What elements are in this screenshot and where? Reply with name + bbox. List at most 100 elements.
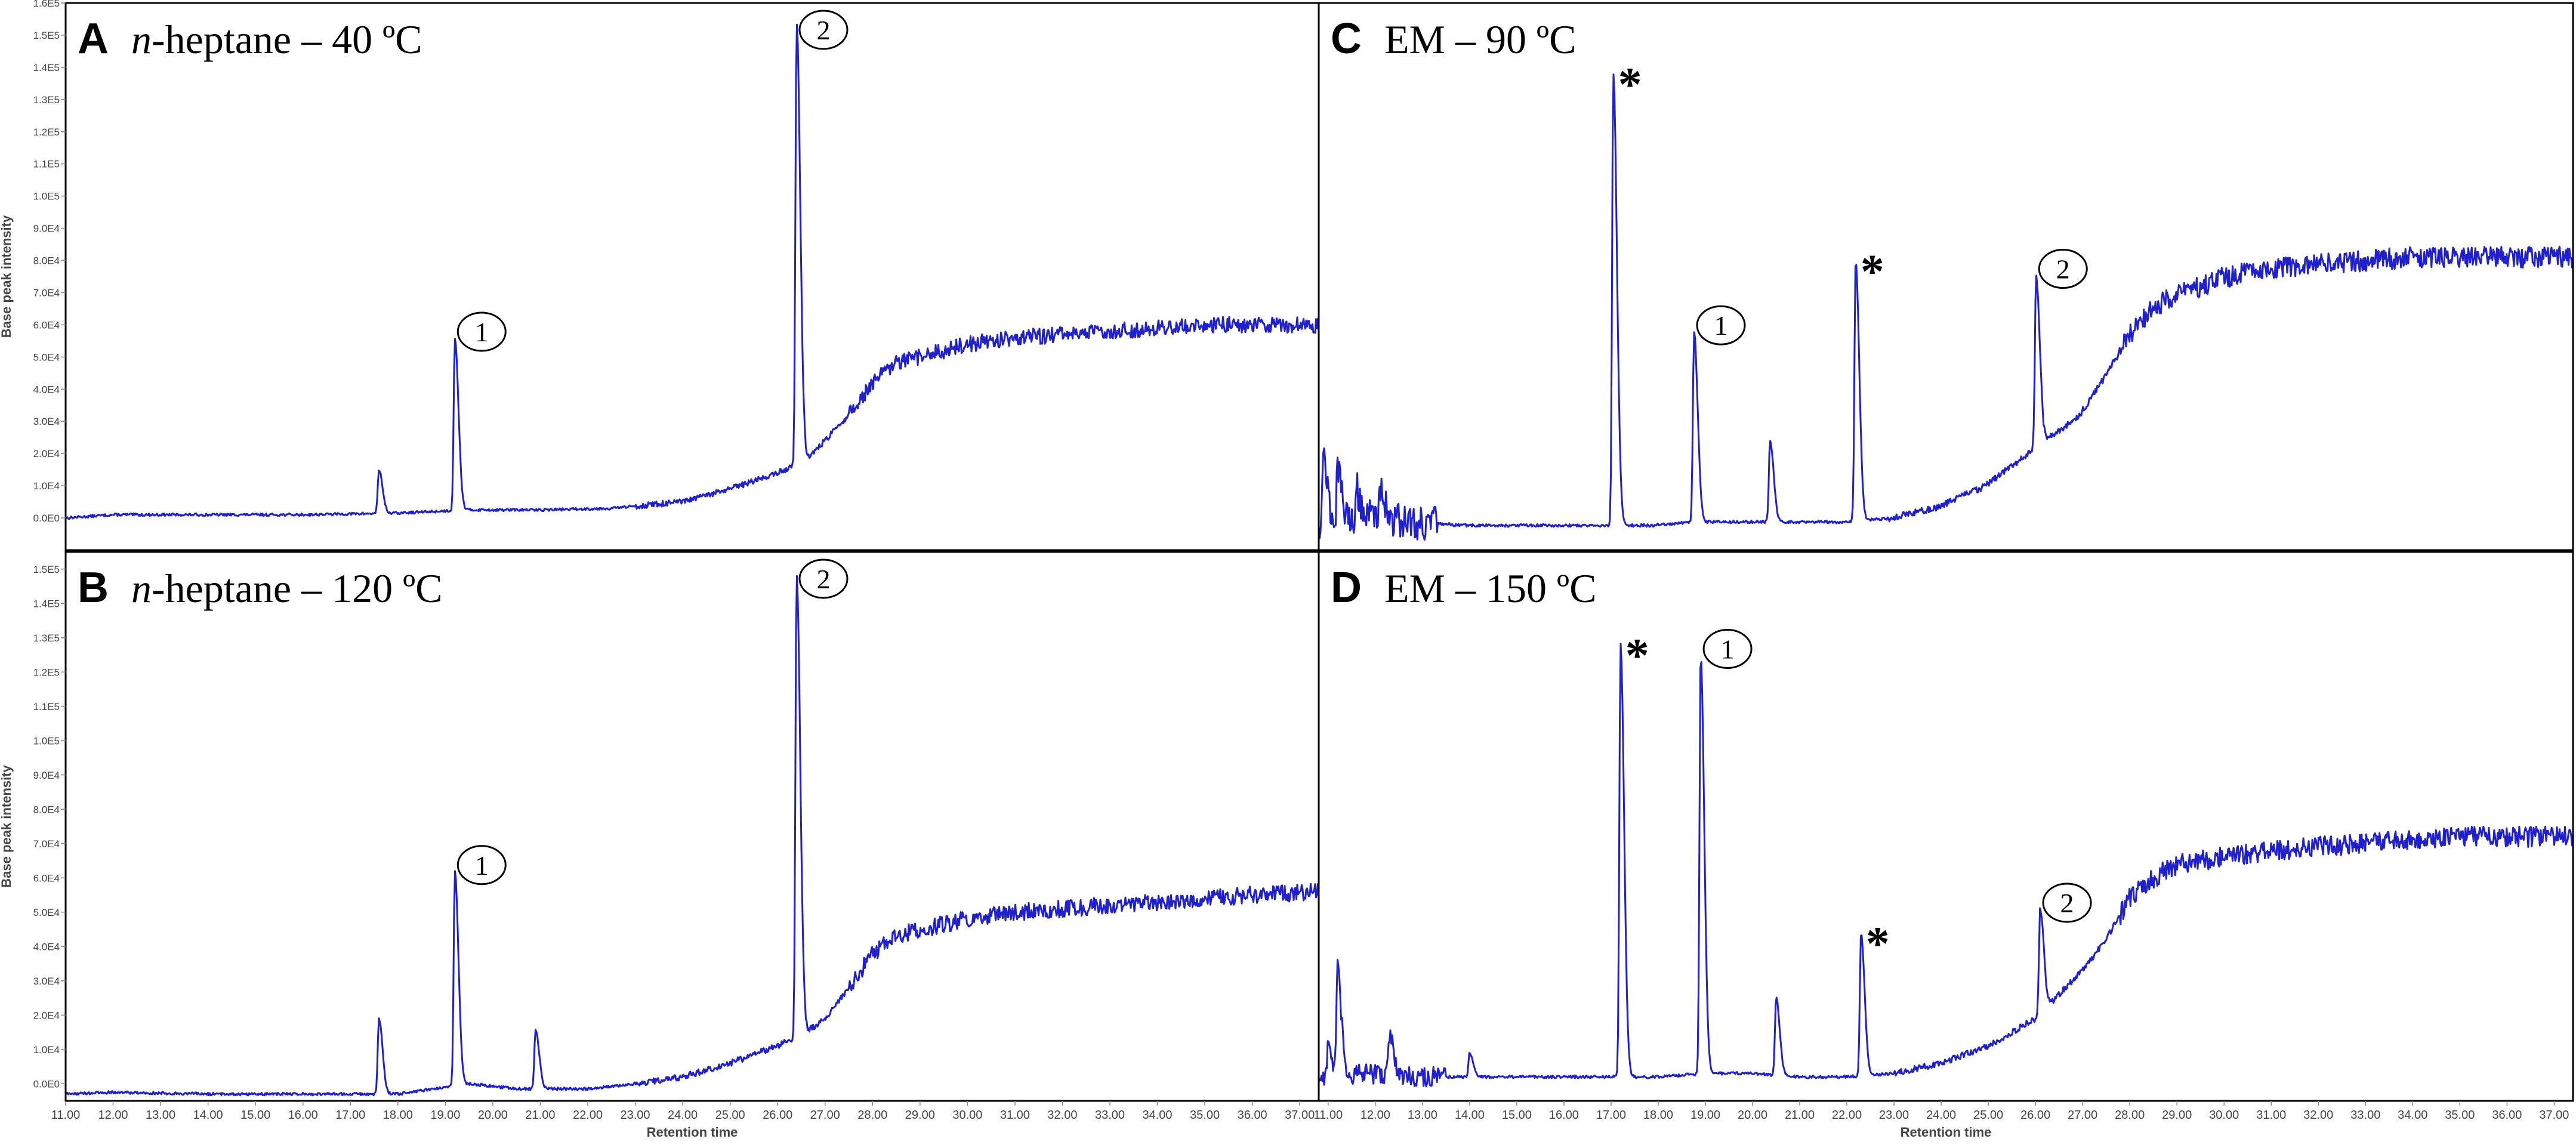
panel-frame <box>1318 551 2574 1102</box>
panel-a: 0.0E0 1.0E4 2.0E4 3.0E4 4.0E4 5.0E4 6.0E4 7.0E4… <box>0 0 1320 551</box>
peak-label-2: 2 <box>2056 254 2070 285</box>
x-tick-label: 37.00 <box>2539 1109 2569 1122</box>
x-tick-label: 33.00 <box>1095 1109 1125 1122</box>
x-tick-label: 26.00 <box>2020 1109 2050 1122</box>
y-tick-label: 9.0E4 <box>33 223 60 234</box>
x-tick-label: 35.00 <box>2445 1109 2475 1122</box>
x-tick-label: 12.00 <box>1361 1109 1390 1122</box>
peak-marker-2 <box>2038 249 2088 289</box>
y-tick-label: 1.0E5 <box>33 191 60 202</box>
y-tick-label: 0.0E0 <box>33 1078 60 1090</box>
y-tick-label: 1.0E4 <box>33 1044 60 1056</box>
x-tick-label: 23.00 <box>1879 1109 1909 1122</box>
x-tick-label: 16.00 <box>288 1109 318 1122</box>
y-tick-label: 1.5E5 <box>33 564 60 575</box>
peak-label-1: 1 <box>1721 634 1735 665</box>
panel-frame <box>1318 2 2574 551</box>
panel-title: n-heptane – 40 ºC <box>131 17 422 62</box>
y-tick-label: 4.0E4 <box>33 941 60 952</box>
x-tick-label: 12.00 <box>98 1109 128 1122</box>
peak-marker-2 <box>798 10 849 50</box>
asterisk-marker: * <box>1618 58 1642 111</box>
y-tick-label: 6.0E4 <box>33 319 60 331</box>
peak-marker-1 <box>456 845 507 885</box>
x-tick-label: 27.00 <box>2068 1109 2097 1122</box>
y-tick-label: 3.0E4 <box>33 976 60 987</box>
x-axis-title: Retention time <box>647 1125 738 1140</box>
y-tick-label: 1.4E5 <box>33 62 60 73</box>
peak-marker-2 <box>798 558 849 599</box>
x-tick-label: 34.00 <box>2398 1109 2427 1122</box>
y-tick-label: 2.0E4 <box>33 448 60 459</box>
y-tick-label: 1.0E5 <box>33 735 60 746</box>
asterisk-marker: * <box>1625 629 1649 682</box>
x-tick-label: 32.00 <box>1047 1109 1077 1122</box>
y-tick-label: 1.6E5 <box>33 0 60 9</box>
x-tick-label: 30.00 <box>952 1109 982 1122</box>
x-tick-label: 19.00 <box>1690 1109 1720 1122</box>
peak-label-1: 1 <box>475 850 489 881</box>
x-tick-label: 17.00 <box>1596 1109 1626 1122</box>
asterisk-marker: * <box>1866 918 1890 970</box>
x-tick-label: 11.00 <box>1314 1109 1343 1122</box>
y-tick-label: 8.0E4 <box>33 804 60 815</box>
x-tick-label: 29.00 <box>905 1109 935 1122</box>
panel-title: EM – 90 ºC <box>1384 17 1576 62</box>
x-tick-label: 16.00 <box>1549 1109 1579 1122</box>
trace-line <box>1319 643 2573 1088</box>
y-tick-label: 1.1E5 <box>33 159 60 170</box>
x-tick-label: 18.00 <box>1643 1109 1673 1122</box>
panel-letter: D <box>1331 564 1362 612</box>
x-tick-label: 36.00 <box>2492 1109 2522 1122</box>
panel-title: EM – 150 ºC <box>1384 566 1596 611</box>
panel-frame <box>64 551 1320 1102</box>
panel-letter: A <box>78 15 109 63</box>
trace-line <box>66 23 1319 520</box>
panel-title: n-heptane – 120 ºC <box>131 566 443 611</box>
peak-label-1: 1 <box>1714 310 1728 341</box>
x-tick-label: 31.00 <box>1000 1109 1030 1122</box>
y-tick-label: 1.3E5 <box>33 94 60 106</box>
x-tick-label: 11.00 <box>51 1109 81 1122</box>
x-tick-label: 26.00 <box>763 1109 792 1122</box>
x-tick-label: 32.00 <box>2303 1109 2333 1122</box>
x-tick-label: 18.00 <box>383 1109 413 1122</box>
x-tick-label: 30.00 <box>2209 1109 2239 1122</box>
x-tick-label: 21.00 <box>525 1109 555 1122</box>
x-tick-label: 35.00 <box>1190 1109 1220 1122</box>
y-tick-label: 9.0E4 <box>33 770 60 781</box>
x-tick-label: 33.00 <box>2350 1109 2380 1122</box>
y-tick-label: 7.0E4 <box>33 287 60 298</box>
x-tick-label: 28.00 <box>2115 1109 2145 1122</box>
y-tick-label: 8.0E4 <box>33 255 60 267</box>
peak-marker-1 <box>1702 629 1753 669</box>
panel-b: 0.0E0 1.0E4 2.0E4 3.0E4 4.0E4 5.0E4 6.0E4 7.0E4… <box>0 551 1320 1140</box>
y-tick-label: 1.5E5 <box>33 30 60 41</box>
x-tick-label: 20.00 <box>1738 1109 1767 1122</box>
y-tick-label: 6.0E4 <box>33 872 60 884</box>
x-tick-label: 14.00 <box>193 1109 223 1122</box>
x-tick-label: 25.00 <box>1973 1109 2003 1122</box>
panel-letter: B <box>78 564 109 612</box>
x-tick-label: 14.00 <box>1455 1109 1485 1122</box>
panel-c: C EM – 90 ºC * 1 * 2 <box>1318 2 2574 551</box>
x-tick-label: 22.00 <box>573 1109 603 1122</box>
x-tick-label: 24.00 <box>668 1109 698 1122</box>
asterisk-marker: * <box>1861 246 1884 298</box>
x-tick-label: 28.00 <box>857 1109 887 1122</box>
x-tick-label: 23.00 <box>621 1109 650 1122</box>
y-tick-label: 1.3E5 <box>33 632 60 644</box>
y-tick-label: 4.0E4 <box>33 384 60 395</box>
panel-frame <box>64 2 1320 551</box>
x-tick-label: 21.00 <box>1785 1109 1815 1122</box>
peak-label-2: 2 <box>2060 888 2074 918</box>
y-tick-label: 1.2E5 <box>33 666 60 678</box>
peak-marker-2 <box>2042 882 2092 923</box>
peak-marker-1 <box>1696 305 1746 345</box>
peak-label-1: 1 <box>475 317 489 347</box>
peak-marker-1 <box>456 311 507 352</box>
y-tick-label: 1.2E5 <box>33 126 60 138</box>
x-tick-label: 27.00 <box>810 1109 840 1122</box>
y-axis-title: Base peak intensity <box>0 765 14 888</box>
x-axis-title: Retention time <box>1901 1125 1992 1140</box>
